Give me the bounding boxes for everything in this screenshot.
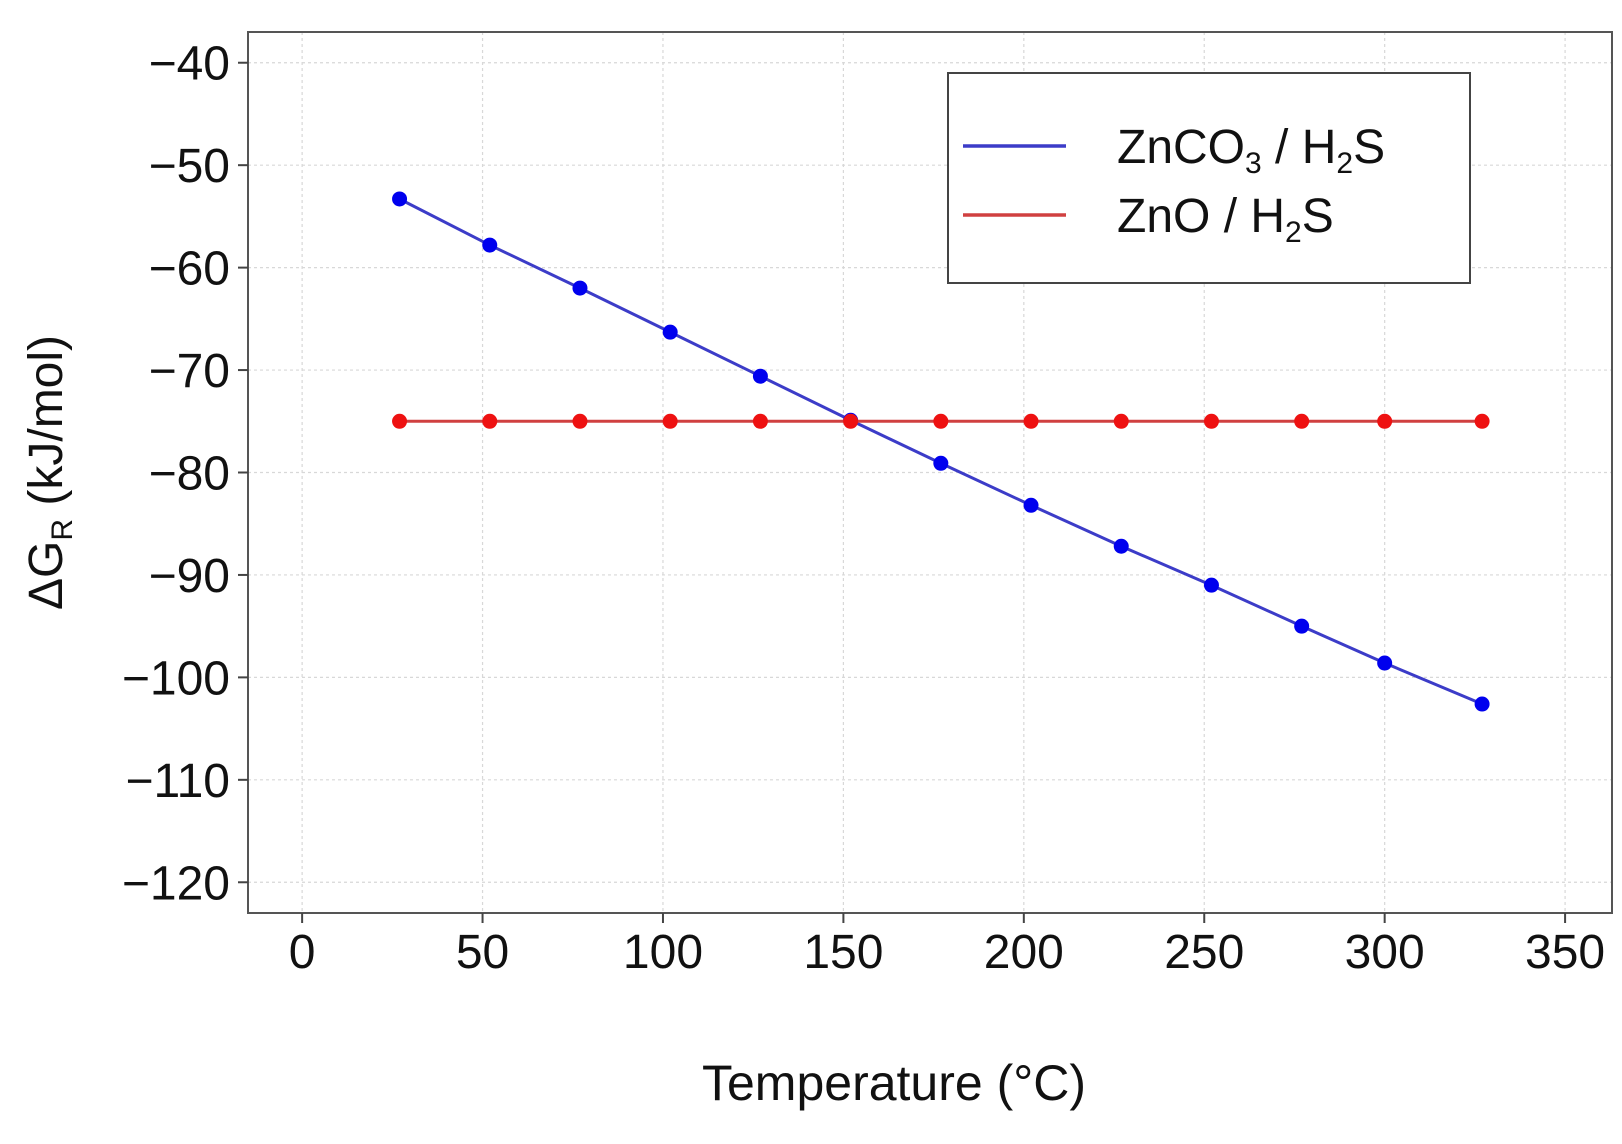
x-tick-label: 200: [984, 926, 1064, 979]
axis-layer: 0 50 100 150 200 250 300 350 −40 −50 −60 −70 −80 −90 −…: [20, 38, 1605, 1111]
data-point-0: [1203, 577, 1219, 593]
data-point-1: [1474, 413, 1490, 429]
y-tick-label: −50: [149, 140, 230, 193]
y-tick-label: −120: [122, 857, 230, 910]
data-point-0: [662, 324, 678, 340]
data-point-0: [572, 280, 588, 296]
y-tick-label: −40: [149, 38, 230, 91]
data-point-1: [1203, 413, 1219, 429]
x-tick-label: 100: [623, 926, 703, 979]
data-point-1: [752, 413, 768, 429]
y-tick-label: −60: [149, 243, 230, 296]
data-point-1: [1113, 413, 1129, 429]
x-tick-label: 300: [1345, 926, 1425, 979]
data-point-0: [1113, 538, 1129, 554]
x-tick-label: 250: [1164, 926, 1244, 979]
data-point-1: [662, 413, 678, 429]
x-tick-label: 50: [456, 926, 509, 979]
data-point-1: [572, 413, 588, 429]
data-point-0: [933, 455, 949, 471]
legend: ZnCO3 / H2S ZnO / H2S: [947, 72, 1471, 284]
y-tick-label: −90: [149, 550, 230, 603]
x-axis-title: Temperature (°C): [702, 1055, 1086, 1111]
y-tick-label: −80: [149, 448, 230, 501]
x-tick-label: 150: [803, 926, 883, 979]
data-point-1: [1377, 413, 1393, 429]
y-tick-label: −100: [122, 652, 230, 705]
x-tick-label: 350: [1525, 926, 1605, 979]
data-point-1: [482, 413, 498, 429]
data-point-0: [482, 237, 498, 253]
legend-label-0: ZnCO3 / H2S: [1117, 121, 1385, 180]
series-layer: [392, 191, 1490, 712]
y-tick-label: −110: [125, 755, 230, 808]
data-point-0: [752, 368, 768, 384]
data-point-1: [933, 413, 949, 429]
data-point-0: [1474, 696, 1490, 712]
data-point-1: [392, 413, 408, 429]
y-axis-title: ΔGR (kJ/mol): [20, 335, 79, 610]
data-point-0: [1294, 618, 1310, 634]
legend-label-1: ZnO / H2S: [1117, 190, 1334, 249]
x-tick-label: 0: [289, 926, 316, 979]
data-point-0: [392, 191, 408, 207]
data-point-0: [1023, 497, 1039, 513]
data-point-1: [1294, 413, 1310, 429]
legend-box: [947, 72, 1471, 284]
y-tick-label: −70: [149, 345, 230, 398]
data-point-1: [843, 413, 859, 429]
data-point-1: [1023, 413, 1039, 429]
data-point-0: [1377, 655, 1393, 671]
